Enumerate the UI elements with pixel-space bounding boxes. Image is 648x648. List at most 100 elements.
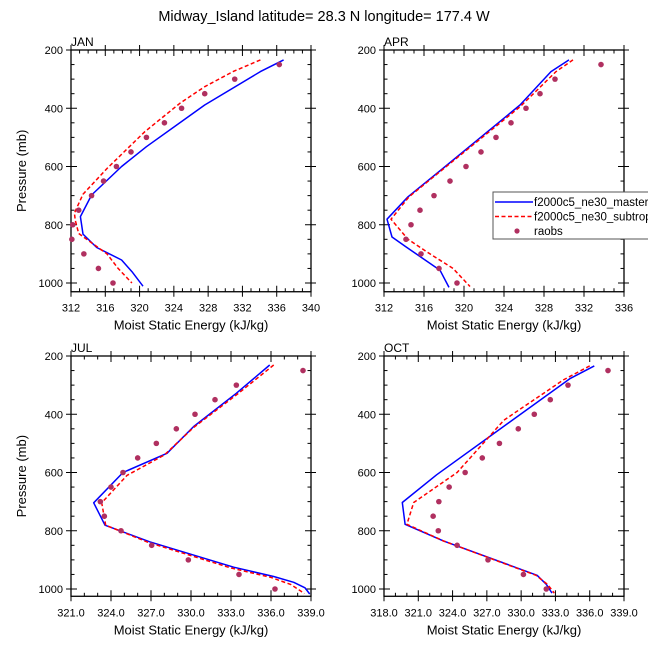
x-axis-label: Moist Static Energy (kJ/kg) — [114, 622, 269, 637]
panel-title: APR — [384, 35, 409, 49]
raobs-point — [69, 221, 76, 228]
raobs-point — [161, 120, 168, 126]
figure-title: Midway_Island latitude= 28.3 N longitude… — [158, 9, 490, 25]
x-tick-label: 324 — [495, 303, 513, 315]
raobs-point — [543, 586, 550, 592]
raobs-point — [493, 134, 499, 141]
raobs-point — [520, 571, 527, 578]
y-tick-label: 200 — [45, 45, 63, 57]
series-group — [73, 59, 284, 287]
panel-apr: APR 312 316 320 324 328 332 336 Moist Static Ene… — [352, 35, 634, 333]
raobs-point — [192, 411, 198, 418]
raobs-point — [236, 571, 242, 578]
raobs-point — [463, 163, 469, 170]
raobs-point — [173, 426, 180, 432]
raobs-point — [418, 251, 424, 257]
plot-frame — [70, 49, 312, 293]
x-axis-label: Moist Static Energy (kJ/kg) — [427, 318, 582, 333]
x-tick-label: 312 — [375, 303, 393, 315]
raobs-point — [447, 178, 453, 184]
master-series-line — [401, 365, 595, 594]
y-tick-label: 1000 — [39, 278, 63, 290]
raobs-point — [436, 498, 442, 505]
raobs-point — [454, 280, 460, 286]
raobs-point — [97, 498, 104, 505]
raobs-point — [508, 120, 514, 126]
x-tick-label: 321.0 — [405, 607, 433, 619]
x-tick-label: 324.0 — [439, 607, 467, 619]
raobs-point — [300, 367, 306, 374]
raobs-point — [153, 440, 160, 447]
x-axis-label: Moist Static Energy (kJ/kg) — [114, 318, 269, 333]
raobs-point — [69, 236, 75, 243]
raobs-point — [598, 61, 604, 68]
x-tick-label: 328 — [535, 303, 553, 315]
raobs-point — [485, 557, 491, 563]
raobs-point — [95, 265, 102, 272]
raobs-point — [403, 236, 409, 243]
x-tick-label: 333.0 — [542, 607, 570, 619]
raobs-point — [523, 105, 529, 112]
x-tick-label: 324 — [165, 303, 183, 315]
y-tick-label: 800 — [358, 526, 376, 538]
master-series-line — [386, 59, 570, 288]
raobs-point — [605, 367, 611, 374]
raobs-point — [454, 542, 460, 549]
y-tick-label: 600 — [45, 162, 63, 174]
subtropical-series-line — [100, 364, 305, 595]
y-tick-label: 600 — [45, 468, 63, 480]
raobs-point — [233, 382, 240, 388]
y-axis-label: Pressure (mb) — [14, 130, 29, 212]
x-tick-label: 316 — [415, 303, 433, 315]
raobs-point — [462, 469, 468, 476]
y-tick-label: 400 — [45, 103, 63, 115]
series-group — [386, 59, 574, 288]
raobs-point — [408, 221, 414, 228]
x-tick-label: 327.0 — [473, 607, 501, 619]
raobs-point — [436, 265, 442, 272]
y-tick-label: 200 — [358, 45, 376, 57]
x-tick-label: 328 — [199, 303, 217, 315]
raobs-point — [88, 192, 95, 199]
y-axis-label: Pressure (mb) — [14, 435, 29, 517]
raobs-point — [496, 440, 503, 447]
raobs-point — [128, 149, 134, 155]
x-tick-label: 339.0 — [610, 607, 638, 619]
y-tick-label: 1000 — [352, 584, 376, 596]
x-tick-label: 340 — [302, 303, 320, 315]
x-tick-label: 330.0 — [507, 607, 535, 619]
x-tick-label: 333.0 — [217, 607, 245, 619]
y-tick-label: 400 — [358, 409, 376, 421]
raobs-point — [276, 61, 283, 68]
x-tick-label: 316 — [96, 303, 114, 315]
y-tick-label: 800 — [45, 526, 63, 538]
subtropical-series-line — [390, 59, 574, 288]
x-axis-label: Moist Static Energy (kJ/kg) — [427, 622, 582, 637]
series-group — [401, 365, 595, 594]
x-tick-label: 336.0 — [257, 607, 285, 619]
panel-oct: OCT 318.0 321.0 324.0 327.0 330.0 333.0 336.0 33… — [352, 341, 638, 637]
raobs-point — [108, 484, 114, 490]
plot-frame — [383, 355, 625, 597]
y-tick-label: 600 — [358, 468, 376, 480]
panel-title: JUL — [71, 341, 93, 355]
raobs-point — [231, 76, 238, 82]
raobs-point — [552, 76, 558, 82]
raobs-point — [81, 251, 87, 257]
panel-jan: JAN 312 316 320 324 328 332 336 340 Moist Static … — [14, 35, 320, 333]
x-tick-label: 327.0 — [137, 607, 165, 619]
x-tick-label: 339.0 — [297, 607, 325, 619]
series-group — [92, 364, 311, 595]
y-tick-label: 200 — [358, 351, 376, 363]
x-tick-label: 312 — [62, 303, 80, 315]
raobs-point — [515, 426, 522, 432]
y-tick-label: 400 — [358, 103, 376, 115]
raobs-point — [134, 455, 141, 461]
legend-entry-label: raobs — [534, 226, 563, 238]
raobs-point — [110, 280, 116, 286]
raobs-point — [435, 527, 442, 534]
legend-entry-label: f2000c5_ne30_subtropical — [534, 212, 648, 224]
raobs-point — [479, 455, 486, 461]
y-tick-label: 400 — [45, 409, 63, 421]
raobs-point — [120, 469, 126, 476]
